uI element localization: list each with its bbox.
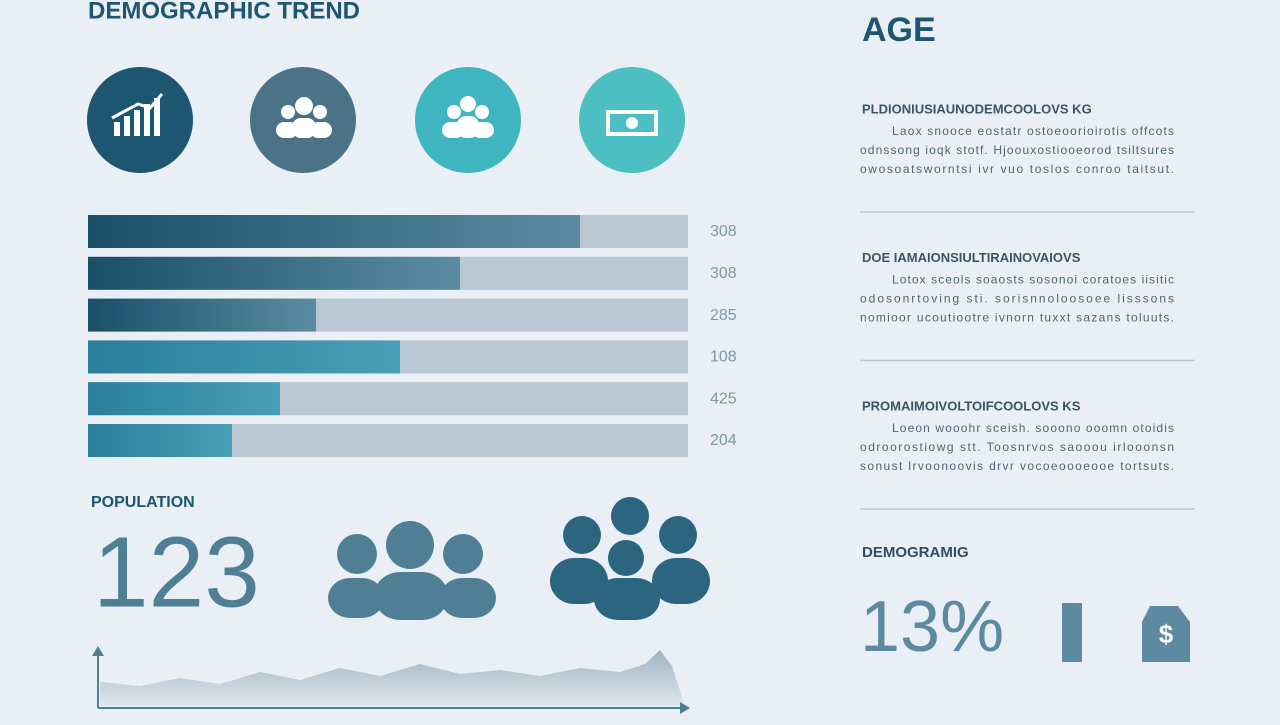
population-label: POPULATION (91, 494, 195, 511)
bar-label: 204 (710, 432, 737, 449)
stat-bar-icon (1062, 603, 1082, 662)
trend-area (92, 646, 690, 714)
bar-list: 308 308 285 108 425 204 (88, 215, 737, 457)
sidebar-title: AGE (862, 11, 936, 49)
sidebar-sections: PLDIONIUSIAUNODEMCOOLOVS KG Laox snooce e… (860, 101, 1195, 510)
people-icon (442, 96, 494, 138)
people-icon (328, 521, 496, 620)
section-heading: PROMAIMOIVOLTOIFCOOLOVS KS (862, 398, 1081, 413)
chart-icon (111, 93, 164, 136)
section-text: odosonrtoving sti. sorisnnoloosoee lisss… (860, 292, 1174, 306)
bar (88, 215, 580, 248)
stat-value: 13% (860, 587, 1004, 667)
bar (88, 424, 232, 457)
bar (88, 298, 316, 332)
bar-label: 425 (710, 390, 737, 407)
section-text: Loeon wooohr sceish. sooono ooomn otoidi… (892, 421, 1174, 435)
section-text: Laox snooce eostatr ostoeoorioirotis off… (892, 124, 1174, 138)
section-text: owosoatsworntsi ivr vuo toslos conroo ta… (860, 162, 1174, 176)
bar (88, 382, 280, 416)
section-heading: PLDIONIUSIAUNODEMCOOLOVS KG (862, 101, 1092, 116)
stat-label: DEMOGRAMIG (862, 544, 969, 561)
section-text: odroorostiowg stt. Toosnrvos saooou irlo… (860, 440, 1174, 454)
icon-row (87, 67, 685, 173)
bar-label: 308 (710, 265, 737, 282)
bar-label: 108 (710, 349, 737, 366)
people-icon (276, 97, 332, 138)
population-value: 123 (93, 516, 260, 628)
section-text: Lotox sceols soaosts sosonoi coratoes ii… (892, 273, 1174, 287)
section-heading: DOE IAMAIONSIULTIRAINOVAIOVS (862, 250, 1081, 265)
section-text: odnssong ioqk stotf. Hjoouxostiooeorod t… (860, 143, 1174, 157)
bar-label: 285 (710, 307, 737, 324)
bar-label: 308 (710, 223, 737, 240)
section-text: sonust lrvoonoovis drvr vocoeoooeooe tor… (860, 459, 1174, 473)
bar (88, 340, 400, 374)
price-tag-icon (1142, 606, 1190, 662)
people-icon (550, 497, 710, 620)
page-title: DEMOGRAPHIC TREND (88, 0, 360, 24)
bar (88, 256, 460, 290)
money-icon (606, 110, 658, 136)
section-text: nomioor ucoutiootre ivnorn tuxxt sazans … (860, 311, 1174, 325)
price-tag-symbol: $ (1159, 619, 1174, 649)
